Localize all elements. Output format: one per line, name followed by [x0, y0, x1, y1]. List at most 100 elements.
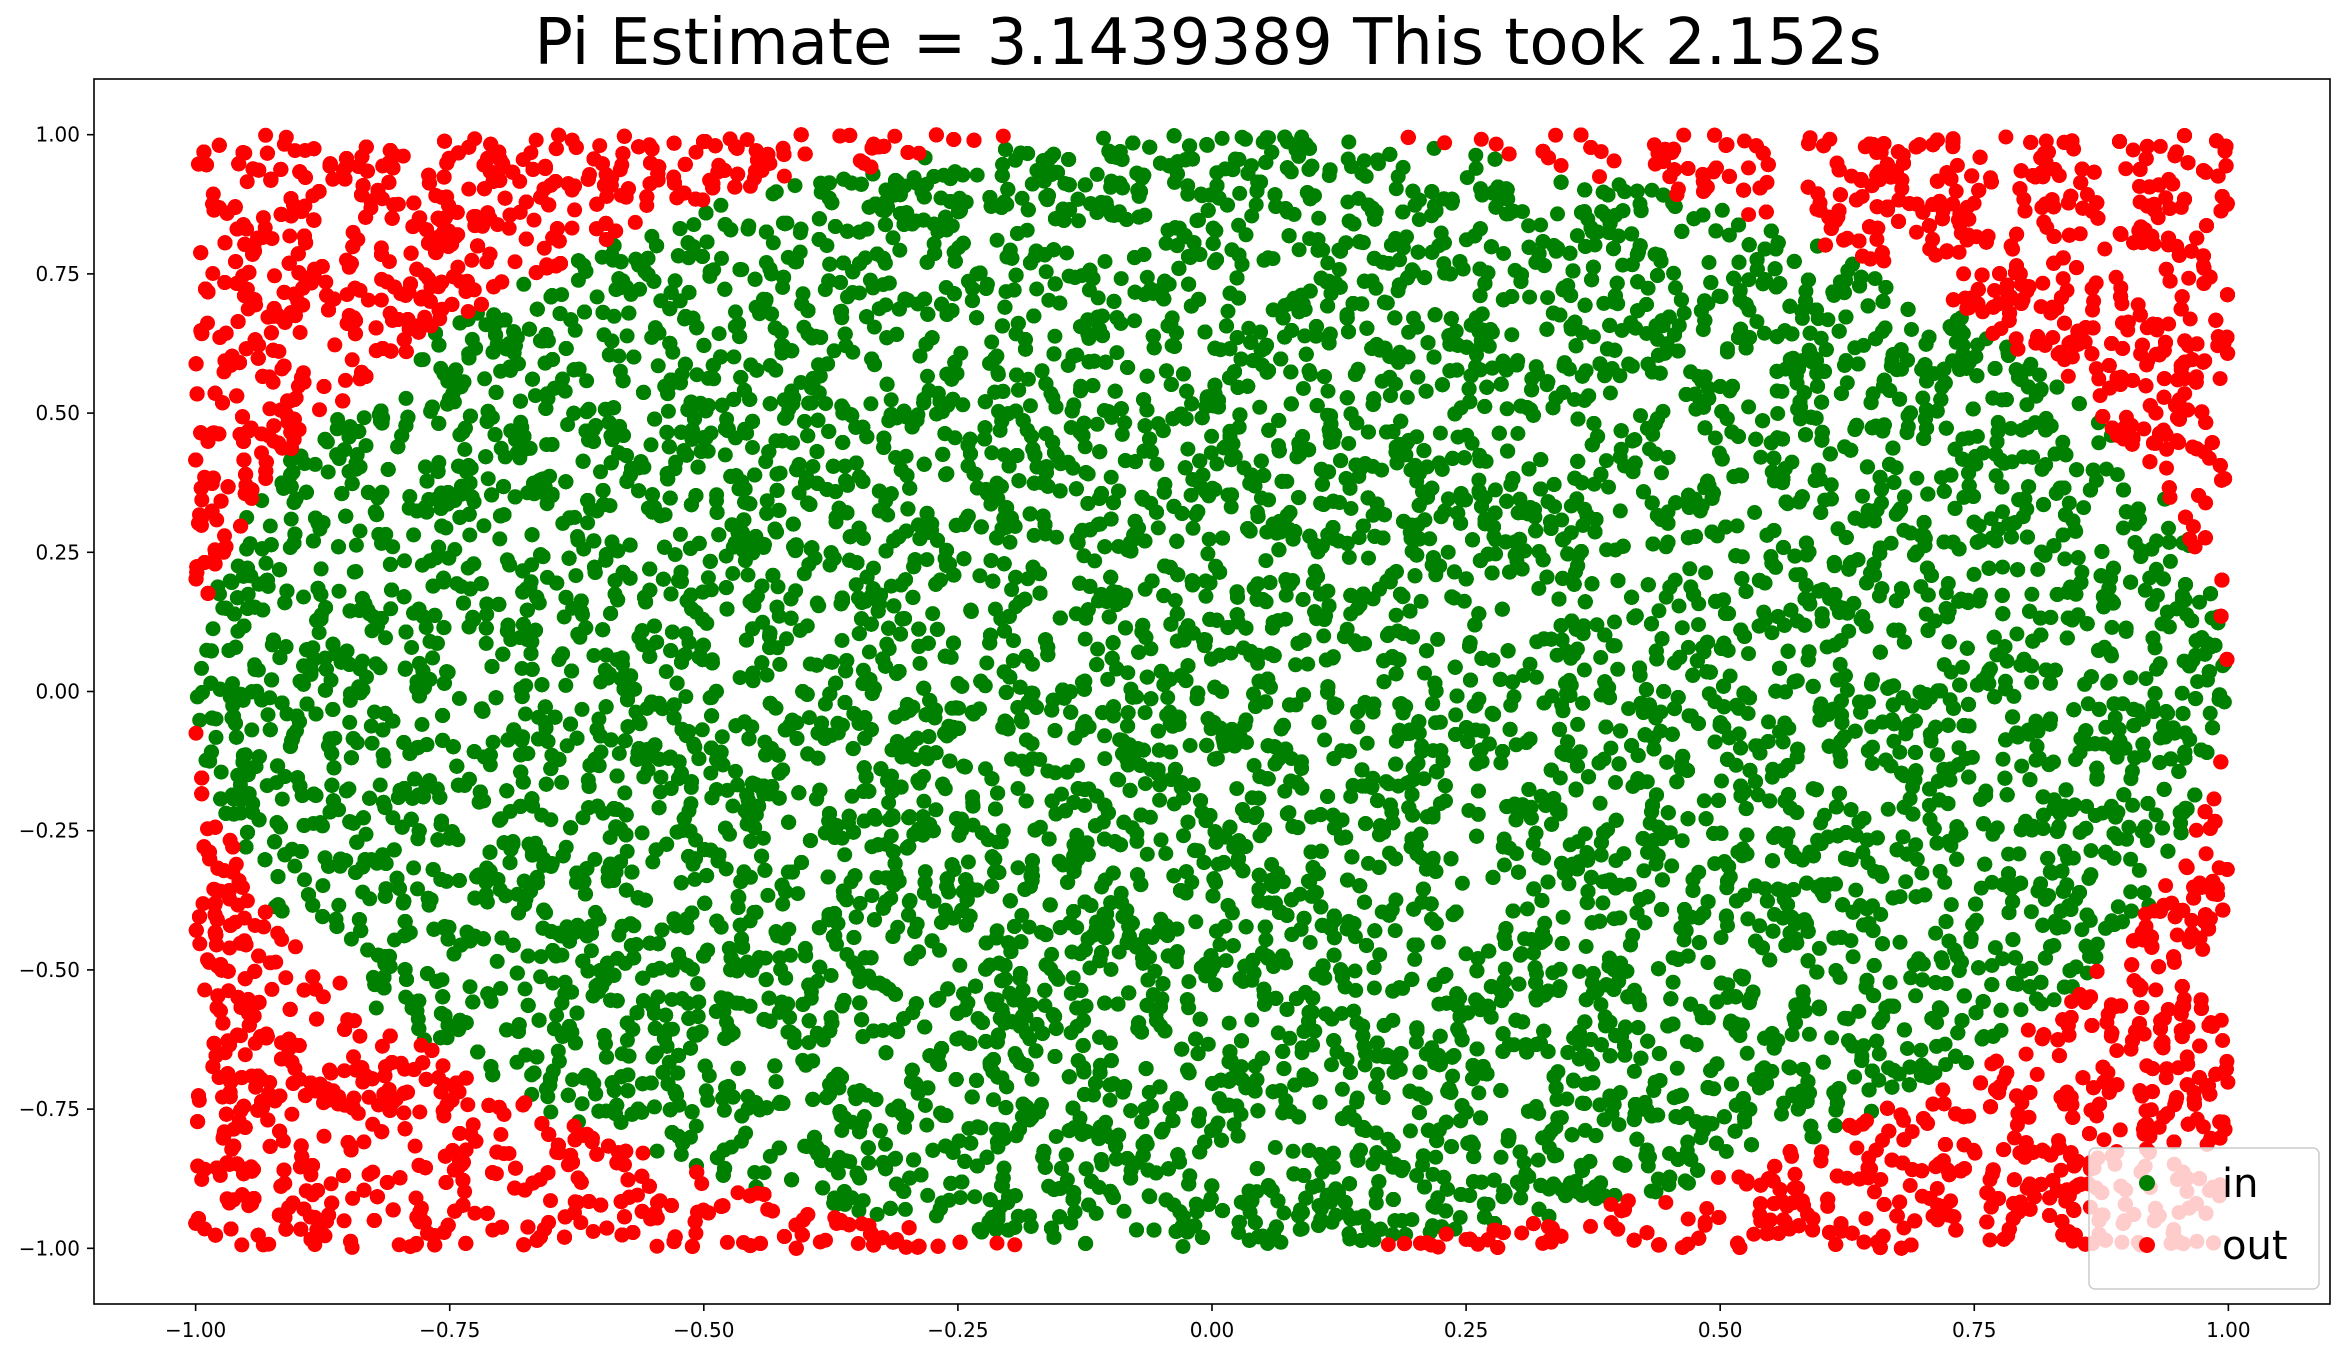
scatter-point [686, 217, 702, 233]
scatter-point [1276, 1205, 1292, 1221]
scatter-point [1381, 255, 1397, 271]
scatter-point [660, 403, 676, 419]
scatter-point [262, 518, 278, 534]
scatter-point [1232, 185, 1248, 201]
scatter-point [1231, 217, 1247, 233]
scatter-point [1059, 245, 1075, 261]
scatter-point [1209, 456, 1225, 472]
scatter-point [740, 567, 756, 583]
scatter-point [1408, 1034, 1424, 1050]
scatter-point [1942, 772, 1958, 788]
scatter-point [1444, 589, 1460, 605]
scatter-point [1220, 303, 1236, 319]
scatter-point [792, 623, 808, 638]
scatter-point [864, 888, 880, 904]
scatter-point [1267, 1140, 1283, 1155]
scatter-point [2014, 758, 2030, 774]
scatter-point [1090, 641, 1106, 657]
scatter-point [1867, 271, 1883, 287]
scatter-point [1102, 1092, 1118, 1108]
scatter-point [851, 285, 867, 301]
scatter-point [917, 1098, 933, 1113]
scatter-point [406, 527, 422, 543]
scatter-point [1207, 977, 1223, 993]
scatter-point [1824, 1030, 1840, 1046]
scatter-point [1984, 958, 2000, 973]
scatter-point [1603, 740, 1619, 756]
scatter-point [1664, 858, 1680, 874]
scatter-point [543, 812, 559, 828]
scatter-point [952, 957, 968, 973]
scatter-point [517, 981, 533, 997]
scatter-point [313, 561, 329, 577]
scatter-point [258, 555, 274, 571]
scatter-point [745, 440, 760, 455]
scatter-point [342, 714, 358, 730]
scatter-point [545, 975, 561, 991]
scatter-point [772, 656, 788, 672]
scatter-point [1402, 1123, 1418, 1139]
scatter-point [1261, 492, 1277, 508]
scatter-point [348, 537, 364, 553]
scatter-point [1077, 631, 1093, 647]
scatter-point [919, 552, 935, 568]
scatter-point [1540, 290, 1556, 306]
scatter-point [1261, 130, 1276, 146]
scatter-point [1608, 775, 1623, 790]
scatter-point [477, 371, 493, 387]
scatter-point [1496, 857, 1512, 873]
scatter-point [611, 746, 627, 761]
scatter-point [372, 777, 388, 793]
scatter-point [1302, 935, 1318, 950]
scatter-point [1676, 305, 1692, 321]
scatter-point [1576, 662, 1592, 678]
scatter-point [2024, 586, 2040, 602]
scatter-point [2023, 904, 2039, 920]
scatter-point [1029, 281, 1045, 297]
scatter-point [568, 568, 584, 584]
scatter-point [1002, 985, 1018, 1001]
scatter-point [1674, 620, 1690, 636]
scatter-point [1114, 426, 1130, 442]
scatter-point [1047, 328, 1063, 344]
scatter-point [1160, 690, 1176, 705]
scatter-point [1512, 491, 1528, 507]
scatter-point [863, 396, 879, 412]
scatter-point [834, 1123, 850, 1138]
scatter-point [1203, 445, 1219, 461]
scatter-point [1761, 714, 1776, 730]
scatter-point [1004, 582, 1020, 598]
scatter-point [1176, 828, 1191, 844]
scatter-point [783, 947, 798, 963]
scatter-point [892, 242, 908, 258]
scatter-point [837, 847, 853, 863]
scatter-point [1750, 787, 1766, 803]
scatter-point [1665, 974, 1681, 990]
scatter-point [653, 769, 669, 785]
scatter-point [1198, 588, 1214, 604]
scatter-point [2013, 1002, 2029, 1018]
scatter-point [1832, 656, 1848, 672]
scatter-point [1032, 752, 1048, 767]
scatter-point [1388, 181, 1404, 197]
scatter-point [1288, 657, 1304, 673]
scatter-point [756, 1165, 772, 1181]
scatter-point [1895, 829, 1911, 845]
scatter-point [1103, 469, 1119, 485]
scatter-point [417, 459, 433, 475]
scatter-point [1248, 197, 1264, 213]
scatter-point [925, 606, 941, 622]
scatter-point [1347, 963, 1363, 979]
scatter-point [2083, 843, 2099, 859]
scatter-point [1096, 130, 1111, 146]
scatter-point [2056, 919, 2072, 935]
scatter-point [247, 662, 263, 678]
scatter-point [1943, 664, 1959, 680]
scatter-point [518, 706, 533, 722]
scatter-point [1909, 470, 1925, 486]
scatter-point [658, 664, 674, 680]
scatter-point [372, 660, 388, 676]
scatter-point [1452, 1210, 1468, 1225]
scatter-point [1229, 781, 1245, 797]
scatter-point [1358, 168, 1374, 184]
